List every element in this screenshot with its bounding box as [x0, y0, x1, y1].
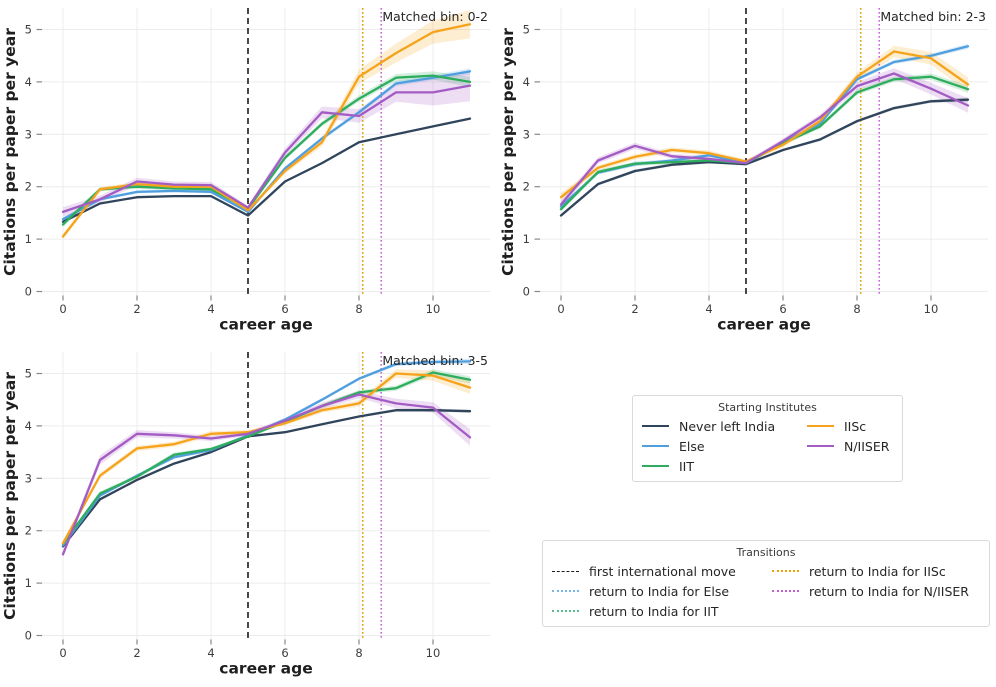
- legend-item-label: Else: [679, 438, 705, 454]
- dotted-line-swatch-iit: [552, 610, 579, 612]
- legend-columns: first international move return to India…: [543, 561, 989, 626]
- svg-text:2: 2: [631, 302, 638, 316]
- svg-text:10: 10: [426, 302, 441, 316]
- line-swatch-never-left-india: [642, 425, 669, 427]
- legend-item-label: return to India for N/IISER: [809, 583, 969, 599]
- svg-text:10: 10: [924, 302, 939, 316]
- svg-text:8: 8: [853, 302, 860, 316]
- line-swatch-niiser: [807, 445, 834, 447]
- legend-item-return-iit: return to India for IIT: [552, 601, 772, 621]
- svg-text:Matched bin: 0-2: Matched bin: 0-2: [382, 9, 488, 24]
- legend-item-label: Never left India: [679, 418, 776, 434]
- svg-text:career age: career age: [219, 660, 312, 678]
- svg-text:6: 6: [779, 302, 786, 316]
- legend-transitions: Transitions first international move ret…: [542, 540, 990, 627]
- line-swatch-else: [642, 445, 669, 447]
- svg-text:2: 2: [25, 180, 32, 194]
- line-swatch-iisc: [807, 425, 834, 427]
- legend-item-label: return to India for IISc: [809, 563, 946, 579]
- chart-matched-bin-3-5: 0 1 2 3 4 5 0 2 4 6 8 10 Matched bin: 3-5 career age C…: [0, 344, 498, 687]
- svg-text:1: 1: [523, 232, 530, 246]
- legend-column: Never left India Else IIT: [642, 416, 807, 476]
- svg-text:0: 0: [25, 629, 32, 643]
- dashed-line-swatch-move: [552, 570, 579, 572]
- legend-starting-institutes: Starting Institutes Never left India Els…: [632, 395, 903, 482]
- svg-text:1: 1: [25, 232, 32, 246]
- legend-item-label: return to India for IIT: [589, 603, 719, 619]
- legend-item-return-iisc: return to India for IISc: [772, 561, 969, 581]
- dotted-line-swatch-niiser: [772, 590, 799, 592]
- legend-item-niiser: N/IISER: [807, 436, 889, 456]
- legend-column: first international move return to India…: [552, 561, 772, 621]
- svg-text:6: 6: [281, 302, 288, 316]
- svg-text:4: 4: [25, 75, 32, 89]
- chart-matched-bin-2-3: 0 1 2 3 4 5 0 2 4 6 8 10 Matched bin: 2-3 career age C…: [498, 0, 996, 344]
- svg-text:5: 5: [25, 367, 32, 381]
- legend-item-label: N/IISER: [844, 438, 890, 454]
- legend-item-label: IIT: [679, 458, 695, 474]
- svg-text:3: 3: [25, 127, 32, 141]
- svg-text:2: 2: [133, 302, 140, 316]
- legend-title: Starting Institutes: [718, 401, 817, 414]
- svg-text:2: 2: [133, 646, 140, 660]
- dotted-line-swatch-else: [552, 590, 579, 592]
- legend-title: Transitions: [736, 546, 796, 559]
- svg-text:4: 4: [25, 419, 32, 433]
- svg-text:Matched bin: 3-5: Matched bin: 3-5: [382, 353, 488, 368]
- svg-text:Citations per paper per year: Citations per paper per year: [499, 28, 517, 276]
- legend-item-return-else: return to India for Else: [552, 581, 772, 601]
- legend-item-first-international-move: first international move: [552, 561, 772, 581]
- svg-text:5: 5: [25, 23, 32, 37]
- line-swatch-iit: [642, 465, 669, 467]
- legend-item-iit: IIT: [642, 456, 807, 476]
- svg-text:0: 0: [59, 302, 66, 316]
- svg-text:8: 8: [355, 646, 362, 660]
- legend-column: return to India for IISc return to India…: [772, 561, 969, 621]
- svg-text:0: 0: [557, 302, 564, 316]
- svg-text:5: 5: [523, 23, 530, 37]
- svg-text:0: 0: [25, 285, 32, 299]
- svg-text:career age: career age: [717, 316, 810, 334]
- line-chart-svg: 0 1 2 3 4 5 0 2 4 6 8 10 Matched bin: 2-3 career age C…: [499, 8, 988, 334]
- legend-item-else: Else: [642, 436, 807, 456]
- svg-text:10: 10: [426, 646, 441, 660]
- svg-text:0: 0: [523, 285, 530, 299]
- svg-text:3: 3: [25, 471, 32, 485]
- svg-text:0: 0: [59, 646, 66, 660]
- dotted-line-swatch-iisc: [772, 570, 799, 572]
- chart-matched-bin-0-2: 0 1 2 3 4 5 0 2 4 6 8 10 Matched bin: 0-2 career age C…: [0, 0, 498, 344]
- legend-item-never-left-india: Never left India: [642, 416, 807, 436]
- svg-text:Citations per paper per year: Citations per paper per year: [1, 372, 19, 620]
- legend-column: IISc N/IISER: [807, 416, 889, 476]
- svg-text:3: 3: [523, 127, 530, 141]
- legend-item-label: IISc: [844, 418, 867, 434]
- svg-text:4: 4: [523, 75, 530, 89]
- legend-item-label: return to India for Else: [589, 583, 730, 599]
- svg-text:4: 4: [207, 646, 214, 660]
- svg-text:Citations per paper per year: Citations per paper per year: [1, 28, 19, 276]
- svg-text:career age: career age: [219, 316, 312, 334]
- line-chart-svg: 0 1 2 3 4 5 0 2 4 6 8 10 Matched bin: 0-2 career age C…: [1, 8, 490, 334]
- legend-item-label: first international move: [589, 563, 736, 579]
- svg-text:4: 4: [207, 302, 214, 316]
- svg-text:8: 8: [355, 302, 362, 316]
- svg-text:4: 4: [705, 302, 712, 316]
- line-chart-svg: 0 1 2 3 4 5 0 2 4 6 8 10 Matched bin: 3-5 career age C…: [1, 352, 490, 678]
- legend-item-iisc: IISc: [807, 416, 889, 436]
- svg-text:6: 6: [281, 646, 288, 660]
- svg-text:2: 2: [523, 180, 530, 194]
- svg-text:Matched bin: 2-3: Matched bin: 2-3: [880, 9, 986, 24]
- svg-text:2: 2: [25, 524, 32, 538]
- legend-columns: Never left India Else IIT IISc: [633, 416, 902, 481]
- legend-item-return-niiser: return to India for N/IISER: [772, 581, 969, 601]
- svg-text:1: 1: [25, 576, 32, 590]
